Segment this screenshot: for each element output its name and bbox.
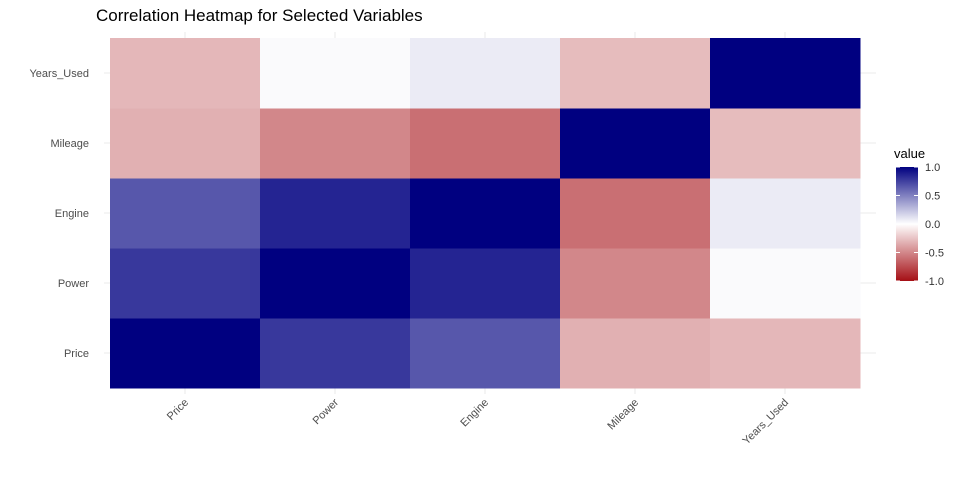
- heatmap-cell-mileage-engine: [560, 178, 711, 249]
- legend-tick-label: 0.5: [925, 191, 940, 203]
- legend-tick-label: 1.0: [925, 162, 940, 174]
- heatmap-cell-years_used-engine: [710, 178, 861, 249]
- heatmap-cells: [110, 38, 861, 389]
- y-tick-label: Power: [58, 278, 90, 290]
- y-tick-label: Years_Used: [29, 68, 89, 80]
- heatmap-cell-price-engine: [110, 178, 261, 249]
- heatmap-cell-price-price: [110, 318, 261, 389]
- heatmap-cell-mileage-power: [560, 248, 711, 319]
- heatmap-cell-mileage-mileage: [560, 108, 711, 179]
- x-tick-label: Power: [311, 396, 342, 427]
- heatmap-cell-engine-price: [410, 318, 561, 389]
- legend-tick-label: 0.0: [925, 219, 940, 231]
- x-tick-label: Mileage: [605, 397, 641, 433]
- x-tick-label: Years_Used: [741, 397, 792, 448]
- heatmap-cell-engine-years_used: [410, 38, 561, 109]
- x-tick-label: Engine: [458, 397, 491, 430]
- heatmap-cell-engine-mileage: [410, 108, 561, 179]
- legend-tick-label: -1.0: [925, 276, 944, 288]
- heatmap-cell-years_used-years_used: [710, 38, 861, 109]
- legend-title: value: [894, 146, 925, 161]
- y-tick-label: Engine: [55, 208, 89, 220]
- heatmap-cell-power-mileage: [260, 108, 411, 179]
- y-tick-label: Price: [64, 348, 89, 360]
- heatmap-cell-engine-power: [410, 248, 561, 319]
- heatmap-cell-mileage-years_used: [560, 38, 711, 109]
- heatmap-cell-power-years_used: [260, 38, 411, 109]
- heatmap-cell-years_used-mileage: [710, 108, 861, 179]
- x-tick-label: Price: [165, 397, 191, 423]
- heatmap-cell-price-years_used: [110, 38, 261, 109]
- heatmap-cell-power-engine: [260, 178, 411, 249]
- legend-tick-label: -0.5: [925, 248, 944, 260]
- y-axis-ticks: Price Power Engine Mileage Years_Used: [29, 68, 89, 360]
- chart-title: Correlation Heatmap for Selected Variabl…: [96, 6, 423, 25]
- legend: value 1.0 0.5 0.0 -0.5 -1.0: [894, 146, 944, 288]
- heatmap-cell-engine-engine: [410, 178, 561, 249]
- heatmap-cell-mileage-price: [560, 318, 711, 389]
- heatmap-cell-power-price: [260, 318, 411, 389]
- legend-colorbar: [896, 167, 918, 281]
- heatmap-cell-price-mileage: [110, 108, 261, 179]
- x-axis-ticks: Price Power Engine Mileage Years_Used: [165, 396, 791, 447]
- heatmap-cell-price-power: [110, 248, 261, 319]
- y-tick-label: Mileage: [50, 138, 89, 150]
- heatmap-cell-years_used-power: [710, 248, 861, 319]
- heatmap-cell-power-power: [260, 248, 411, 319]
- heatmap-cell-years_used-price: [710, 318, 861, 389]
